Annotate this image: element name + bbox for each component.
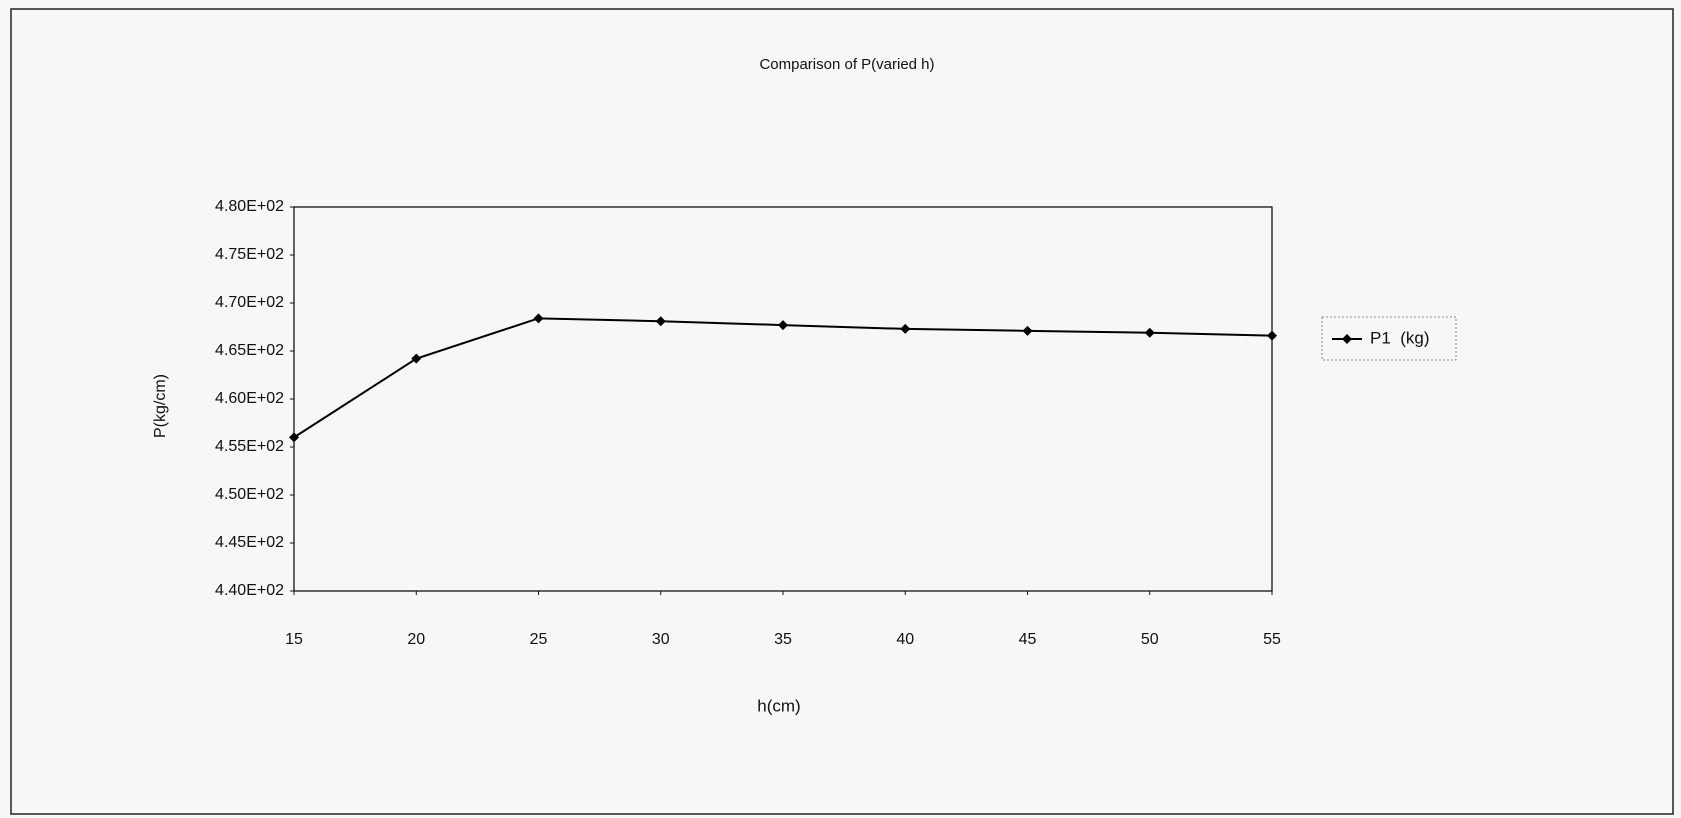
chart-title: Comparison of P(varied h) xyxy=(759,56,934,73)
x-tick-label: 50 xyxy=(1141,631,1159,648)
chart-border xyxy=(11,9,1673,814)
legend-label: P1 (kg) xyxy=(1370,328,1430,347)
x-tick-label: 55 xyxy=(1263,631,1281,648)
y-tick-label: 4.40E+02 xyxy=(215,582,284,599)
x-tick-label: 15 xyxy=(285,631,303,648)
y-tick-label: 4.80E+02 xyxy=(215,198,284,215)
page: Comparison of P(varied h) h(cm) P(kg/cm)… xyxy=(0,0,1681,818)
x-tick-label: 20 xyxy=(407,631,425,648)
x-tick-label: 45 xyxy=(1019,631,1037,648)
y-tick-label: 4.65E+02 xyxy=(215,342,284,359)
y-tick-label: 4.55E+02 xyxy=(215,438,284,455)
x-tick-label: 25 xyxy=(530,631,548,648)
y-tick-label: 4.50E+02 xyxy=(215,486,284,503)
y-axis-title: P(kg/cm) xyxy=(152,374,169,438)
y-tick-label: 4.45E+02 xyxy=(215,534,284,551)
x-tick-label: 40 xyxy=(896,631,914,648)
x-tick-label: 30 xyxy=(652,631,670,648)
chart: Comparison of P(varied h) h(cm) P(kg/cm)… xyxy=(0,0,1681,818)
x-axis-title: h(cm) xyxy=(757,696,800,715)
y-tick-label: 4.70E+02 xyxy=(215,294,284,311)
x-tick-label: 35 xyxy=(774,631,792,648)
y-tick-label: 4.75E+02 xyxy=(215,246,284,263)
y-tick-label: 4.60E+02 xyxy=(215,390,284,407)
